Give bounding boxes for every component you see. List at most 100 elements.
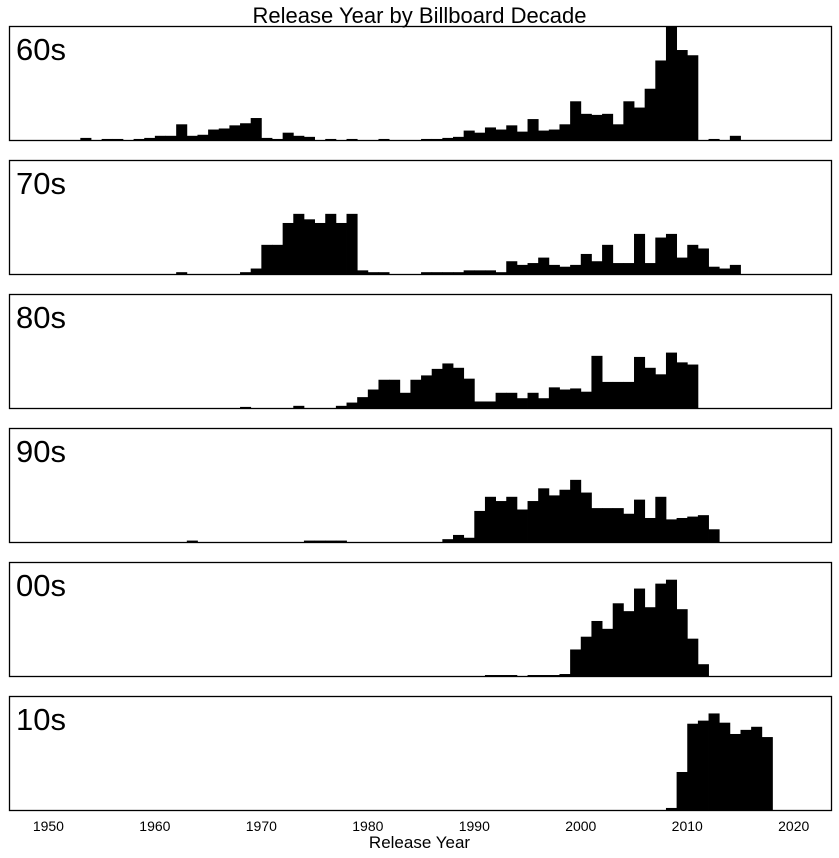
bar-80s-1973 xyxy=(293,405,305,408)
bar-70s-1992 xyxy=(495,272,507,274)
bar-90s-2000 xyxy=(580,492,592,542)
bar-70s-1973 xyxy=(293,213,305,274)
bar-60s-1991 xyxy=(484,127,496,140)
bar-60s-1995 xyxy=(527,119,539,140)
bar-60s-1969 xyxy=(250,118,262,140)
bar-80s-1979 xyxy=(357,397,369,408)
bar-00s-2005 xyxy=(634,588,646,676)
bar-70s-1978 xyxy=(346,213,358,274)
bar-80s-1982 xyxy=(389,379,401,408)
bar-70s-1989 xyxy=(463,270,475,274)
panel-90s: 90s xyxy=(8,427,833,544)
bar-80s-1984 xyxy=(410,379,422,408)
bar-00s-2009 xyxy=(676,609,688,676)
bar-70s-1987 xyxy=(442,272,454,274)
bar-70s-2011 xyxy=(697,248,709,274)
bar-70s-1995 xyxy=(527,263,539,274)
bar-60s-1962 xyxy=(176,124,188,140)
bar-60s-1994 xyxy=(516,131,528,140)
bar-70s-2001 xyxy=(591,261,603,274)
bar-80s-1992 xyxy=(495,392,507,408)
bar-90s-1977 xyxy=(335,540,347,542)
panel-60s: 60s xyxy=(8,25,833,142)
bar-70s-1988 xyxy=(453,272,465,274)
bar-70s-2005 xyxy=(634,233,646,274)
bar-60s-1956 xyxy=(112,138,124,140)
panel-frame xyxy=(8,25,833,142)
panel-label: 80s xyxy=(16,300,66,335)
bar-90s-1999 xyxy=(570,479,582,542)
bar-00s-1997 xyxy=(548,675,560,676)
bar-80s-2003 xyxy=(612,381,624,408)
bar-90s-1963 xyxy=(186,540,198,542)
bar-60s-1963 xyxy=(186,135,198,140)
bar-90s-2006 xyxy=(644,517,656,542)
bar-60s-1976 xyxy=(325,138,337,140)
bar-70s-2000 xyxy=(580,253,592,274)
bar-60s-1992 xyxy=(495,129,507,140)
panel-label: 90s xyxy=(16,434,66,469)
bar-70s-2013 xyxy=(719,268,731,274)
bar-70s-1993 xyxy=(506,261,518,274)
bar-70s-1971 xyxy=(272,244,284,274)
bar-70s-1986 xyxy=(431,272,443,274)
bar-70s-1991 xyxy=(484,270,496,274)
bar-90s-1987 xyxy=(442,539,454,542)
bar-60s-1989 xyxy=(463,130,475,140)
bar-60s-1978 xyxy=(346,138,358,140)
bar-80s-2002 xyxy=(602,381,614,408)
x-tick-label: 2000 xyxy=(565,818,596,834)
bar-60s-1970 xyxy=(261,137,273,140)
bar-00s-2006 xyxy=(644,607,656,676)
bar-70s-2002 xyxy=(602,244,614,274)
bar-70s-1999 xyxy=(570,264,582,274)
bar-70s-1962 xyxy=(176,272,188,274)
bar-90s-2012 xyxy=(708,529,720,542)
bar-80s-2000 xyxy=(580,391,592,408)
bar-90s-1990 xyxy=(474,510,486,543)
bar-60s-1971 xyxy=(272,138,284,140)
bar-80s-1981 xyxy=(378,379,390,408)
bar-10s-2013 xyxy=(719,722,731,810)
bar-10s-2016 xyxy=(751,726,763,810)
bar-90s-1974 xyxy=(303,540,315,542)
bar-60s-1993 xyxy=(506,125,518,140)
bar-70s-1968 xyxy=(240,272,252,274)
bar-80s-2004 xyxy=(623,381,635,408)
bar-80s-1993 xyxy=(506,392,518,408)
bar-80s-1983 xyxy=(399,392,411,408)
bar-00s-1993 xyxy=(506,675,518,676)
bar-60s-1990 xyxy=(474,132,486,140)
x-tick-label: 1950 xyxy=(33,818,64,834)
bar-00s-2003 xyxy=(612,603,624,676)
bar-80s-2008 xyxy=(665,352,678,408)
bar-70s-1974 xyxy=(303,219,315,274)
bar-60s-1955 xyxy=(101,138,113,140)
bar-00s-1992 xyxy=(495,675,507,676)
bar-90s-2002 xyxy=(602,508,614,542)
bar-80s-1996 xyxy=(538,398,550,408)
bar-70s-1972 xyxy=(282,222,294,274)
bar-60s-1965 xyxy=(208,129,220,140)
bar-60s-1997 xyxy=(548,129,560,140)
bar-80s-1997 xyxy=(548,387,560,408)
x-tick-label: 1990 xyxy=(459,818,490,834)
bar-10s-2012 xyxy=(708,713,720,810)
bar-90s-2004 xyxy=(623,513,635,542)
panel-frame xyxy=(8,695,833,812)
panel-frame xyxy=(8,159,833,276)
bar-60s-1958 xyxy=(133,138,145,140)
bar-90s-1998 xyxy=(559,489,571,542)
bar-60s-1964 xyxy=(197,134,209,140)
bar-60s-1985 xyxy=(421,138,433,140)
x-tick-label: 1980 xyxy=(352,818,383,834)
panel-label: 60s xyxy=(16,32,66,67)
bar-00s-2008 xyxy=(665,579,678,676)
x-tick-label: 2010 xyxy=(672,818,703,834)
bar-00s-2011 xyxy=(697,664,709,676)
panel-frame xyxy=(8,561,833,678)
bar-00s-1998 xyxy=(559,674,571,676)
bar-90s-1996 xyxy=(538,488,550,542)
bar-70s-2009 xyxy=(676,257,688,274)
bar-70s-1981 xyxy=(378,272,390,274)
